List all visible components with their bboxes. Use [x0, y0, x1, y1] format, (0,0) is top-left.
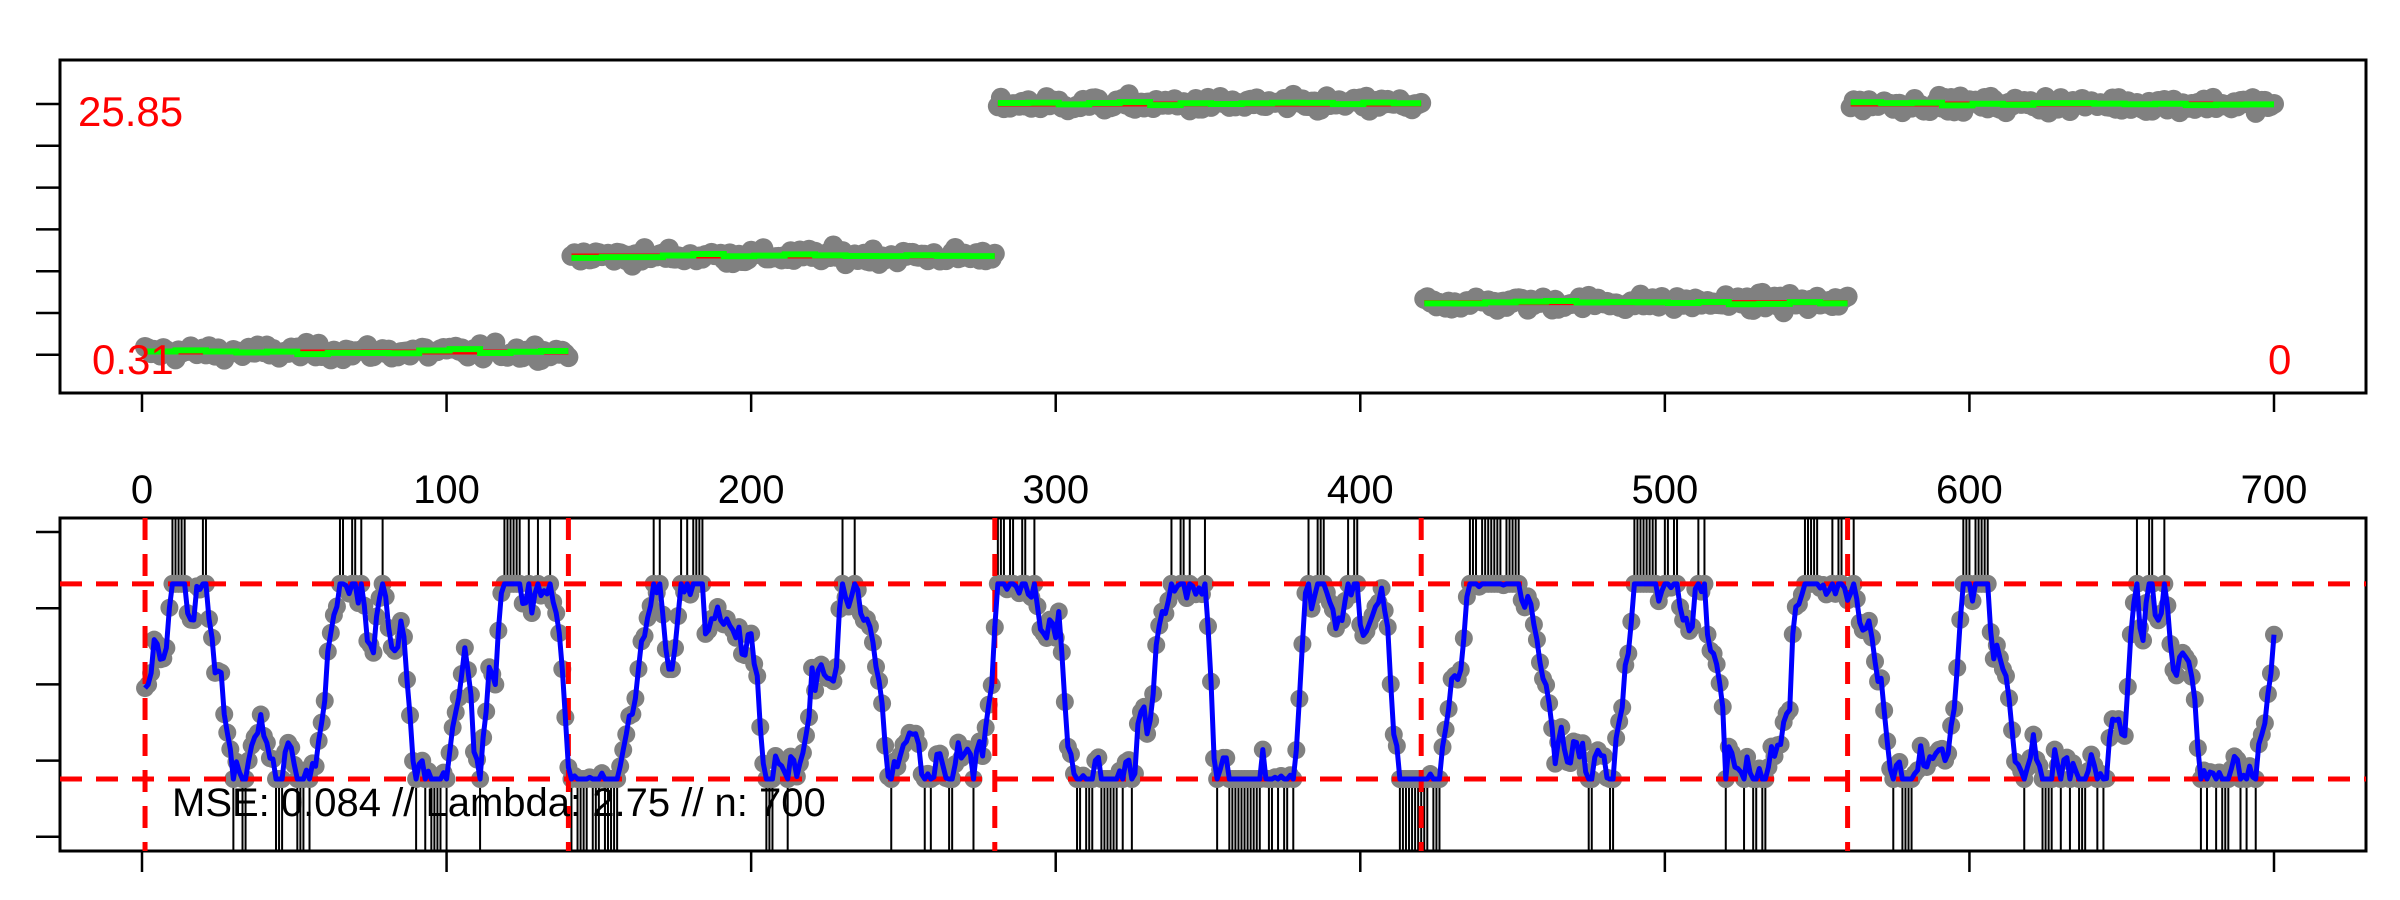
top-estimate-line	[997, 99, 1422, 109]
top-estimate-line	[1850, 99, 2274, 109]
top-estimate	[145, 99, 2274, 358]
top-observations	[135, 84, 2284, 371]
x-tick-label: 200	[718, 468, 785, 512]
x-tick-label: 700	[2241, 468, 2308, 512]
top-estimate-line	[571, 250, 995, 261]
top-estimate-line	[1424, 298, 1848, 308]
top-panel-frame	[58, 58, 2368, 395]
top-estimate-line	[145, 346, 569, 358]
top-true-mean	[145, 101, 2274, 355]
top-max-label: 25.85	[78, 88, 183, 135]
x-tick-label: 300	[1022, 468, 1089, 512]
top-panel: 25.85 0.31 0	[36, 58, 2368, 412]
bottom-y-ticks	[36, 530, 60, 839]
top-y-ticks	[36, 102, 60, 357]
fit-caption: MSE: 0.084 // Lambda: 2.75 // n: 700	[172, 781, 826, 825]
x-tick-label: 100	[413, 468, 480, 512]
x-tick-label: 0	[131, 468, 153, 512]
top-x-ticks	[140, 393, 2276, 412]
saturation-markers	[171, 518, 2257, 851]
x-tick-label: 600	[1936, 468, 2003, 512]
bottom-fit	[143, 581, 2277, 782]
bottom-x-ticks	[140, 851, 2276, 872]
x-tick-labels: 0 100 200 300 400 500 600 700	[131, 468, 2308, 512]
top-min-label: 0.31	[92, 336, 174, 383]
changepoint-lines	[142, 518, 1851, 851]
bottom-fit-line	[143, 581, 2277, 782]
bottom-panel: MSE: 0.084 // Lambda: 2.75 // n: 700	[36, 516, 2368, 872]
top-right-label: 0	[2268, 336, 2291, 383]
x-tick-label: 400	[1327, 468, 1394, 512]
x-tick-label: 500	[1631, 468, 1698, 512]
